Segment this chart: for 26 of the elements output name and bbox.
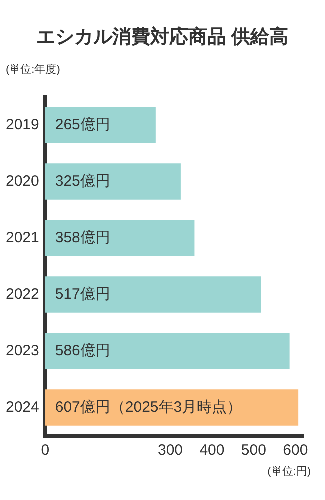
- bar: [45, 333, 290, 370]
- y-tick-label: 2024: [6, 398, 40, 416]
- bar: [45, 107, 156, 144]
- y-tick-label: 2023: [6, 342, 40, 360]
- y-tick-label: 2020: [6, 172, 40, 190]
- data-label: 607億円（2025年3月時点）: [55, 398, 242, 416]
- x-tick-label: 500: [241, 442, 266, 460]
- data-label: 265億円: [55, 116, 110, 134]
- data-label: 586億円: [55, 342, 110, 360]
- x-axis-title: (単位:円): [268, 465, 311, 479]
- data-label: 517億円: [55, 286, 110, 303]
- x-tick-label: 400: [200, 442, 225, 460]
- x-tick-label: 300: [158, 442, 184, 460]
- y-axis-title: (単位:年度): [6, 62, 60, 77]
- x-tick-label: 0: [41, 442, 50, 460]
- y-tick-label: 2021: [6, 229, 40, 246]
- bar: [45, 276, 262, 313]
- bar: [45, 390, 299, 426]
- bar: [45, 164, 181, 200]
- data-label: 325億円: [55, 172, 110, 190]
- chart-title: エシカル消費対応商品 供給高: [35, 26, 290, 50]
- bar: [45, 220, 195, 256]
- x-tick-label: 600: [283, 442, 308, 460]
- y-tick-label: 2022: [6, 286, 40, 303]
- data-label: 358億円: [55, 229, 110, 246]
- y-tick-label: 2019: [6, 116, 40, 134]
